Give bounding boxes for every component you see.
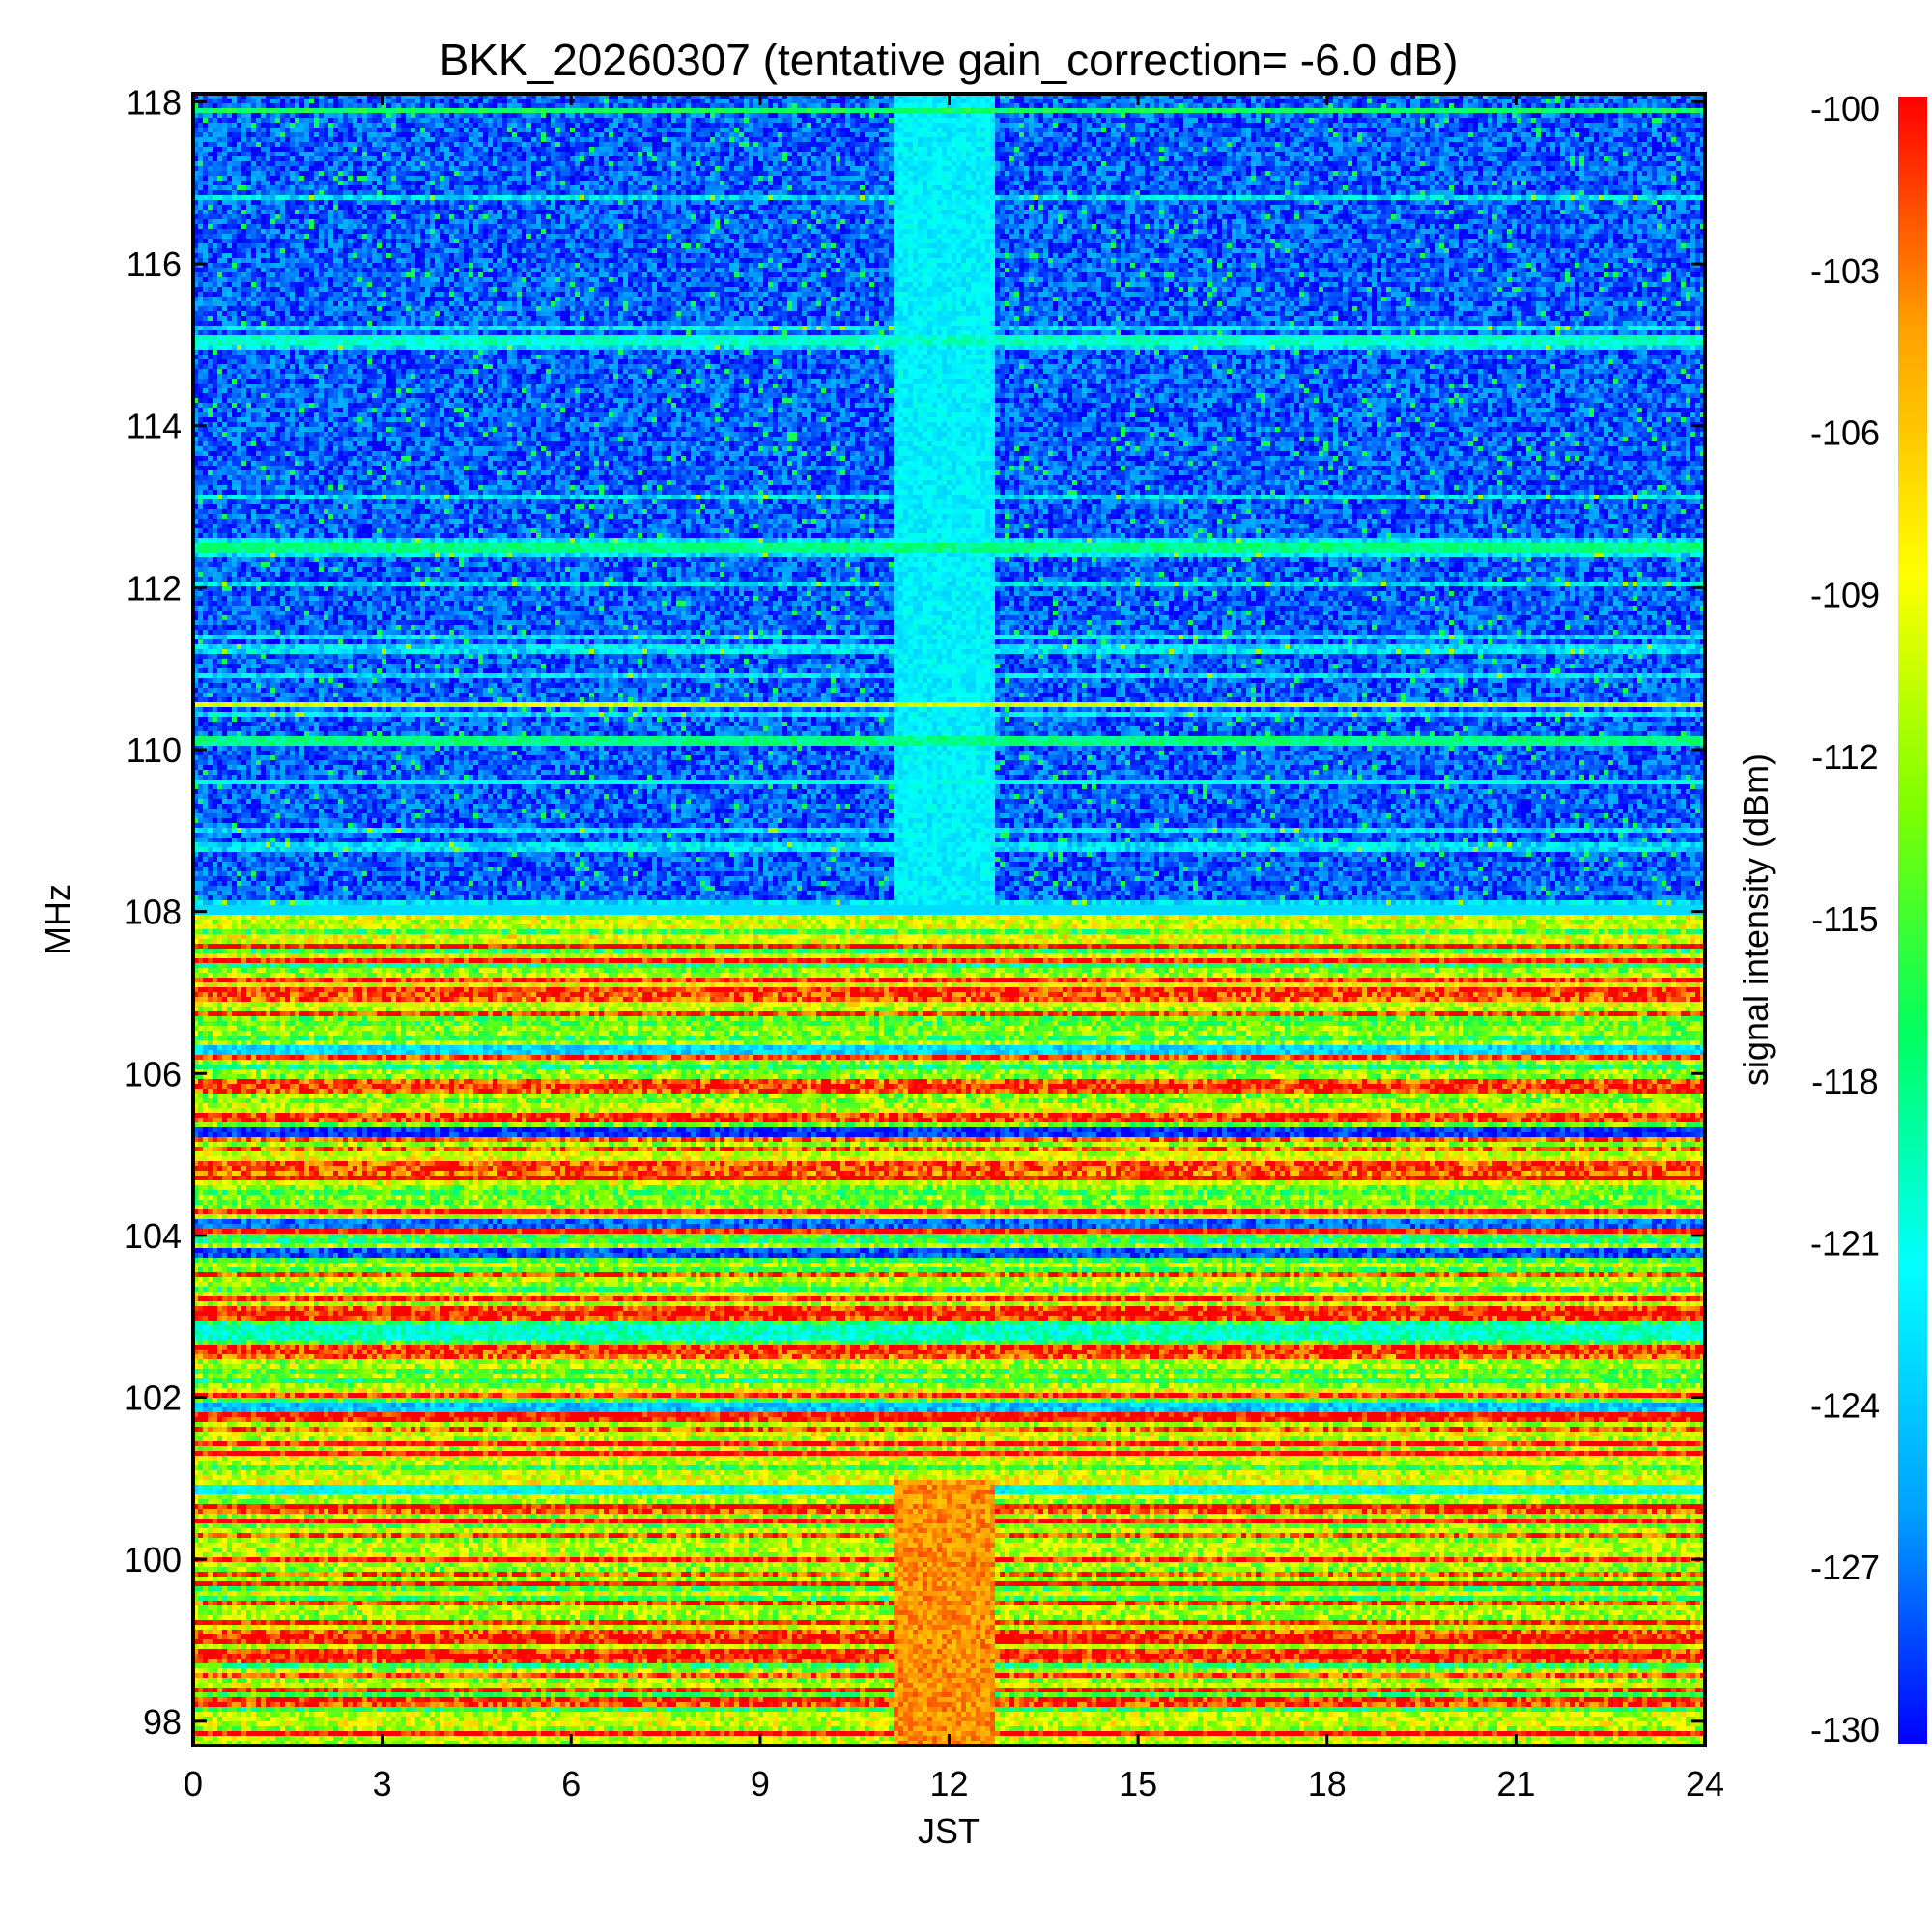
x-axis-ticks: 0 3 6 9 12 15 18 21 24	[184, 94, 1724, 1804]
y-axis-label: MHz	[38, 884, 77, 955]
y-tick-label: 114	[127, 407, 182, 446]
y-tick-label: 102	[124, 1378, 182, 1418]
x-tick-label: 6	[561, 1764, 581, 1804]
colorbar-label: signal intensity (dBm)	[1736, 753, 1776, 1086]
colorbar-tick-label: -121	[1810, 1224, 1880, 1264]
x-tick-label: 21	[1496, 1764, 1535, 1804]
x-tick-label: 15	[1119, 1764, 1157, 1804]
colorbar-tick-label: -127	[1810, 1548, 1880, 1587]
x-tick-label: 24	[1686, 1764, 1724, 1804]
colorbar	[1898, 97, 1927, 1744]
x-tick-label: 0	[184, 1764, 203, 1804]
colorbar-tick-label: -100	[1810, 89, 1880, 128]
colorbar-tick-label: -124	[1810, 1385, 1880, 1425]
spectrogram-cells	[193, 94, 1705, 1746]
y-tick-label: 98	[143, 1702, 182, 1742]
x-tick-label: 18	[1308, 1764, 1347, 1804]
colorbar-tick-label: -109	[1810, 575, 1880, 614]
y-axis-ticks: 98 100 102 104 106 108 110 112 114 116 118	[124, 82, 1705, 1742]
colorbar-tick-label: -103	[1810, 251, 1880, 291]
x-tick-label: 3	[373, 1764, 392, 1804]
heatmap-area	[193, 94, 1705, 1746]
x-tick-label: 12	[929, 1764, 968, 1804]
colorbar-tick-label: -106	[1810, 413, 1880, 453]
chart-title: BKK_20260307 (tentative gain_correction=…	[440, 35, 1459, 85]
y-tick-label: 116	[127, 244, 182, 284]
colorbar-ticks: -100 -103 -106 -109 -112 -115 -118 -121 -124 -127…	[1810, 89, 1880, 1749]
y-tick-label: 104	[124, 1216, 182, 1256]
x-tick-label: 9	[751, 1764, 770, 1804]
y-tick-label: 108	[124, 893, 182, 932]
y-tick-label: 100	[124, 1540, 182, 1579]
x-axis-label: JST	[918, 1811, 980, 1851]
colorbar-tick-label: -112	[1811, 737, 1878, 777]
y-tick-label: 110	[127, 730, 182, 770]
y-tick-label: 118	[127, 82, 182, 122]
y-tick-label: 106	[124, 1054, 182, 1094]
colorbar-tick-label: -118	[1811, 1062, 1878, 1101]
y-tick-label: 112	[127, 568, 182, 608]
colorbar-tick-label: -130	[1810, 1710, 1880, 1749]
colorbar-tick-label: -115	[1811, 899, 1878, 939]
